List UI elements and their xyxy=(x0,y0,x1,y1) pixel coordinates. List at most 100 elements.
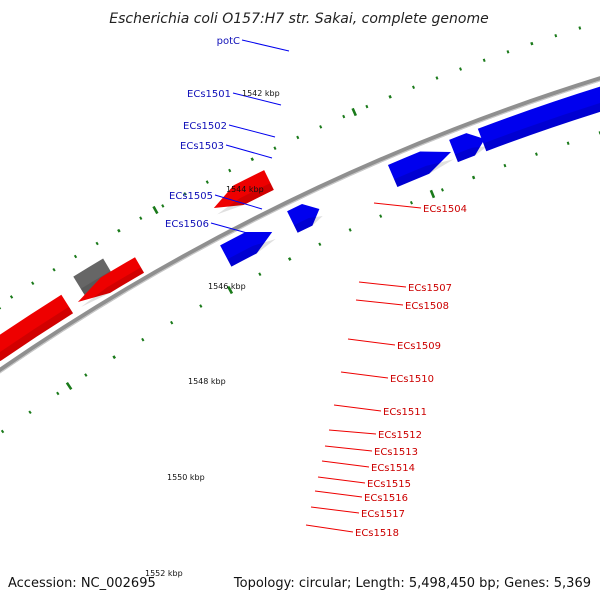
gene-shade xyxy=(0,306,74,362)
inner-tick xyxy=(566,141,570,145)
gene-label-ecs1510: ECs1510 xyxy=(390,374,434,385)
gene-label-ecs1513: ECs1513 xyxy=(374,447,418,458)
gene-label-ecs1514: ECs1514 xyxy=(371,463,415,474)
outer-tick xyxy=(412,85,415,90)
gene-label-ecs1507: ECs1507 xyxy=(408,283,452,294)
outer-tick xyxy=(554,33,558,38)
gene-label-ecs1505: ECs1505 xyxy=(169,191,213,202)
leader-ecs1503 xyxy=(225,144,273,159)
outer-tick xyxy=(73,254,78,259)
leader-ecs1508 xyxy=(355,299,404,306)
gene-ecs1501 xyxy=(477,86,600,152)
gene-shade xyxy=(81,267,145,307)
inner-tick xyxy=(503,163,507,168)
gene-shade xyxy=(394,159,454,188)
inner-tick xyxy=(348,228,352,232)
inner-tick xyxy=(409,201,413,205)
outer-tick xyxy=(342,114,346,119)
leader-ecs1517 xyxy=(310,506,360,514)
gene-ecs1507 xyxy=(73,258,115,296)
outer-tick xyxy=(52,267,56,272)
gene-ecs1509 xyxy=(0,294,74,362)
inner-tick xyxy=(56,391,60,396)
inner-tick xyxy=(112,355,117,360)
leader-ecs1505 xyxy=(214,194,263,210)
leader-ecs1516 xyxy=(314,490,363,498)
leader-ecs1515 xyxy=(317,476,366,484)
gene-ecs1503 xyxy=(387,151,451,188)
gene-shade xyxy=(454,146,488,163)
outer-tick xyxy=(506,50,510,54)
major-tick xyxy=(65,381,73,391)
gene-ecs1506 xyxy=(220,231,273,267)
scale-labels: 1542 kbp 1544 kbp 1546 kbp 1548 kbp 1550 kbp… xyxy=(145,89,280,578)
inner-tick xyxy=(141,337,145,342)
outer-tick xyxy=(250,157,255,162)
gene-label-ecs1509: ECs1509 xyxy=(397,341,441,352)
accession-label: Accession: NC_002695 xyxy=(8,576,156,591)
outer-tick xyxy=(530,41,534,46)
outer-tick xyxy=(139,216,143,220)
gene-shade xyxy=(483,103,600,152)
inner-tick xyxy=(199,304,203,308)
gene-label-ecs1516: ECs1516 xyxy=(364,493,408,504)
gene-label-ecs1515: ECs1515 xyxy=(367,479,411,490)
gene-ecs1502 xyxy=(449,133,485,163)
leader-potc xyxy=(241,39,290,52)
inner-tick xyxy=(318,242,322,247)
gene-shade xyxy=(227,238,276,267)
outer-tick xyxy=(365,104,369,109)
leader-ecs1504 xyxy=(373,202,422,209)
gene-label-ecs1506: ECs1506 xyxy=(165,219,209,230)
outer-tick xyxy=(228,168,232,173)
outer-tick xyxy=(578,26,582,30)
gene-labels: potC ECs1501 ECs1502 ECs1503 ECs1505 ECs1506 E… xyxy=(165,36,467,539)
gene-label-ecs1511: ECs1511 xyxy=(383,407,427,418)
inner-tick xyxy=(84,373,88,377)
outer-tick xyxy=(388,94,392,99)
leader-ecs1518 xyxy=(305,524,354,533)
label-leader-lines xyxy=(210,39,422,533)
gene-label-ecs1502: ECs1502 xyxy=(183,121,227,132)
scale-label: 1552 kbp xyxy=(145,569,183,578)
major-tick xyxy=(351,107,358,117)
major-tick xyxy=(227,285,234,295)
gene-shade xyxy=(217,182,274,215)
outer-tick xyxy=(273,146,277,150)
outer-tick xyxy=(435,76,439,80)
gene-label-ecs1504: ECs1504 xyxy=(423,204,467,215)
scale-label: 1544 kbp xyxy=(226,185,264,194)
outer-tick xyxy=(95,241,99,246)
genome-title: Escherichia coli O157:H7 str. Sakai, com… xyxy=(109,11,488,27)
inner-tick xyxy=(440,188,444,192)
leader-ecs1511 xyxy=(333,404,382,412)
scale-label: 1548 kbp xyxy=(188,377,226,386)
outer-tick xyxy=(459,67,463,71)
outer-tick xyxy=(296,135,300,140)
inner-tick xyxy=(287,257,292,261)
gene-ecs1508 xyxy=(77,257,145,302)
gene-ecs1504 xyxy=(213,170,274,208)
inner-tick xyxy=(0,429,5,434)
gene-label-ecs1508: ECs1508 xyxy=(405,301,449,312)
inner-tick xyxy=(379,214,383,218)
gene-label-potc: potC xyxy=(217,36,240,47)
gene-label-ecs1503: ECs1503 xyxy=(180,141,224,152)
outer-tick xyxy=(319,125,323,129)
outer-tick xyxy=(482,58,486,63)
leader-ecs1507 xyxy=(358,281,407,288)
outer-tick xyxy=(161,204,165,208)
outer-tick xyxy=(117,228,121,233)
gene-ecs1505 xyxy=(287,203,320,233)
inner-tick xyxy=(535,152,538,156)
gene-label-ecs1517: ECs1517 xyxy=(361,509,405,520)
scale-label: 1542 kbp xyxy=(242,89,280,98)
leader-ecs1502 xyxy=(228,124,276,138)
leader-ecs1501 xyxy=(232,92,282,106)
outer-tick xyxy=(183,192,187,196)
inner-tick xyxy=(28,410,32,415)
